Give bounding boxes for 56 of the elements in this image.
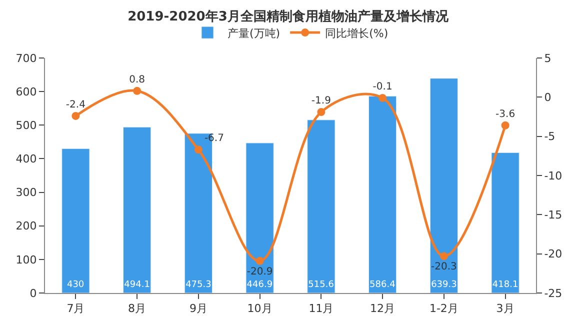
data-label: 418.1 [492, 280, 518, 290]
x-tick-label: 11月 [308, 302, 334, 316]
y2-tick-label: 5 [544, 52, 552, 65]
bar [430, 78, 458, 293]
data-label: 0.8 [129, 74, 146, 86]
point [256, 256, 264, 265]
legend-label: 同比增长(%) [325, 26, 388, 40]
point [378, 94, 387, 102]
y2-tick-label: -5 [544, 130, 556, 144]
chart-title: 2019-2020年3月全国精制食用植物油产量及增长情况 [128, 8, 450, 25]
x-tick-label: 8月 [128, 302, 146, 316]
y2-tick-label: -10 [544, 169, 562, 182]
data-label: 586.4 [370, 280, 396, 290]
point [317, 108, 326, 116]
x-tick-label: 10月 [247, 302, 272, 316]
y-tick-label: 200 [16, 220, 37, 233]
point [440, 252, 448, 260]
y-tick-label: 300 [16, 186, 37, 200]
point [72, 112, 80, 120]
y-tick-label: 700 [16, 52, 37, 65]
x-tick-label: 12月 [370, 302, 396, 316]
legend-label: 产量(万吨) [228, 26, 280, 40]
x-tick-label: 9月 [189, 302, 208, 316]
point [194, 146, 202, 154]
bar [307, 120, 336, 293]
y2-tick-label: -20 [544, 248, 562, 261]
data-label: 494.1 [124, 280, 150, 290]
y-tick-label: 0 [30, 286, 37, 300]
x-tick-label: 1-2月 [429, 302, 458, 316]
data-label: 430 [66, 280, 84, 290]
data-label: -2.4 [66, 99, 86, 110]
y-tick-label: 100 [16, 253, 37, 266]
bar [368, 96, 397, 293]
data-label: 639.3 [431, 280, 457, 290]
bar [246, 142, 274, 293]
y-tick-label: 400 [16, 152, 37, 166]
data-label: 446.9 [246, 280, 273, 290]
bar [491, 152, 520, 293]
data-label: 515.6 [308, 280, 334, 290]
data-label: -3.6 [496, 108, 516, 120]
y2-tick-label: -15 [544, 208, 562, 222]
bar [123, 126, 152, 293]
bar [62, 148, 90, 293]
data-label: -20.3 [431, 262, 457, 273]
data-label: -20.9 [246, 266, 273, 278]
y2-tick-label: 0 [544, 91, 552, 104]
x-tick-label: 7月 [66, 302, 85, 316]
y-tick-label: 500 [16, 118, 37, 132]
data-label: 475.3 [186, 280, 212, 290]
x-tick-label: 3月 [496, 302, 514, 316]
point [133, 86, 142, 95]
data-label: -0.1 [372, 81, 392, 92]
y-tick-label: 600 [16, 85, 37, 98]
y2-tick-label: -25 [544, 286, 562, 300]
point [501, 121, 510, 130]
data-label: -1.9 [311, 96, 331, 107]
